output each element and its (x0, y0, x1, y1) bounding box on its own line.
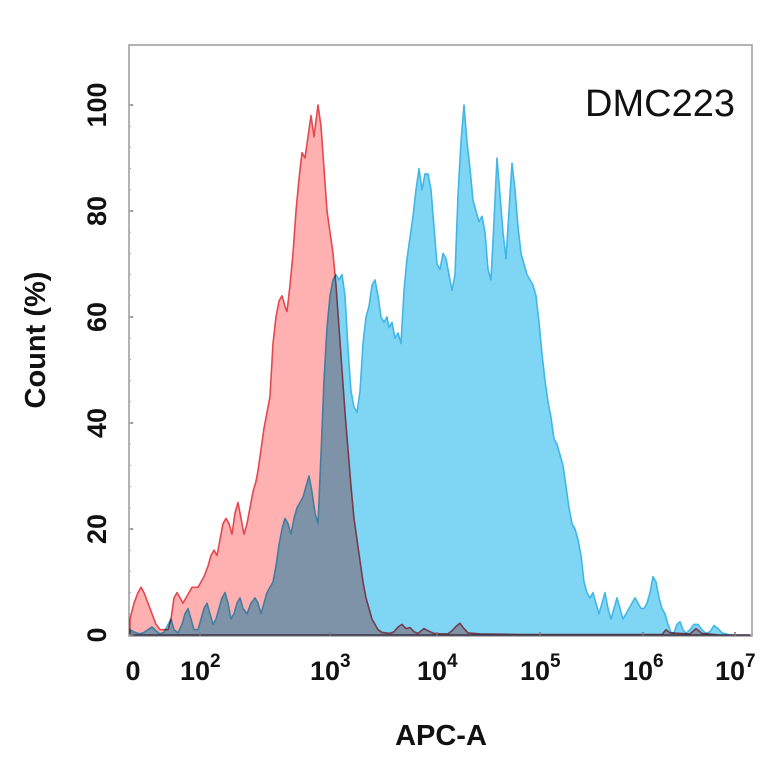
x-tick-label: 106 (623, 651, 664, 686)
control-histogram (129, 104, 751, 636)
y-tick-label: 0 (82, 627, 112, 642)
x-tick-label: 107 (715, 651, 756, 686)
y-tick-label: 80 (82, 196, 112, 226)
x-axis: 0 102 103 104 105 106 107 (125, 632, 756, 686)
y-tick-label: 100 (82, 82, 112, 127)
x-tick-label: 0 (125, 656, 140, 686)
y-axis-title: Count (%) (20, 272, 52, 409)
y-tick-label: 20 (82, 514, 112, 544)
y-axis: 0 20 40 60 80 100 (82, 82, 133, 643)
histogram-series (129, 104, 751, 636)
x-tick-label: 103 (310, 651, 351, 686)
x-axis-title: APC-A (395, 720, 487, 752)
y-tick-label: 40 (82, 408, 112, 438)
x-tick-label: 102 (180, 651, 221, 686)
sample-annotation: DMC223 (585, 83, 735, 125)
y-tick-label: 60 (82, 302, 112, 332)
x-tick-label: 104 (417, 651, 458, 686)
x-tick-label: 105 (520, 651, 561, 686)
